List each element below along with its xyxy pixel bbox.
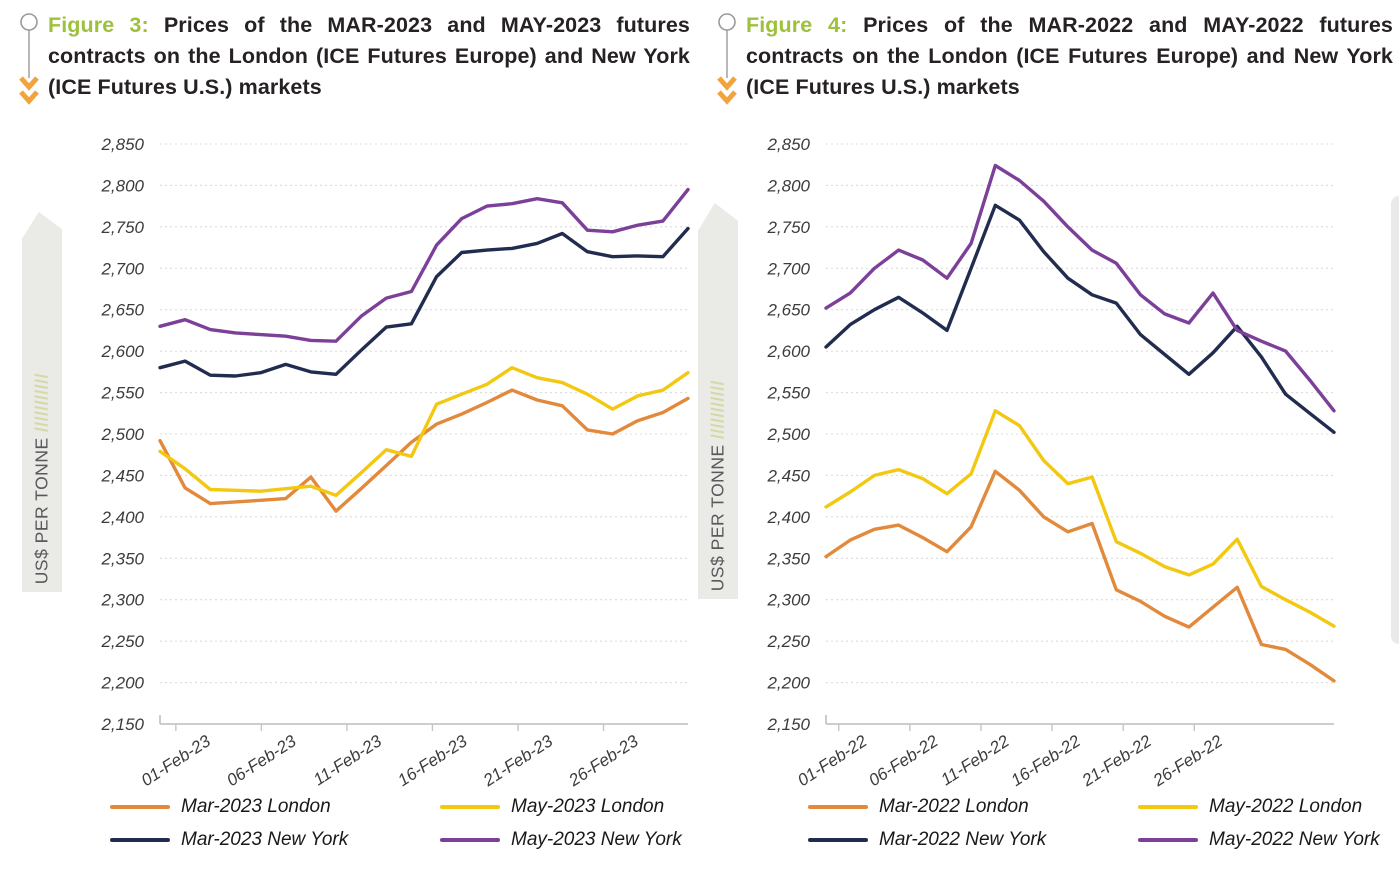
futures-price-chart-2022: 2,150 2,200 2,250 2,300 2,350 2,400 2,450 2,500…: [766, 135, 1336, 791]
flow-marker-icon: [717, 13, 737, 105]
svg-text:11-Feb-23: 11-Feb-23: [310, 731, 386, 789]
svg-text:2,150: 2,150: [100, 715, 144, 734]
svg-text:01-Feb-22: 01-Feb-22: [794, 731, 871, 790]
svg-text:2,600: 2,600: [766, 342, 810, 361]
mar-london-swatch-icon: [110, 805, 170, 809]
svg-text:2,500: 2,500: [766, 425, 810, 444]
svg-text:2,850: 2,850: [100, 135, 144, 154]
figure-3-header: Figure 3: Prices of the MAR-2023 and MAY…: [10, 10, 696, 132]
svg-text:2,150: 2,150: [766, 715, 810, 734]
futures-price-chart-2023: 2,150 2,200 2,250 2,300 2,350 2,400 2,450 2,500…: [100, 135, 690, 791]
svg-text:2,250: 2,250: [766, 632, 810, 651]
svg-text:26-Feb-23: 26-Feb-23: [565, 731, 642, 790]
y-axis-label: US$ PER TONNE ///////////: [31, 372, 52, 584]
legend-label: Mar-2023 London: [181, 796, 331, 817]
legend-item: Mar-2023 New York: [110, 829, 440, 851]
legend-item: May-2022 London: [1138, 796, 1398, 818]
svg-text:2,300: 2,300: [766, 591, 810, 610]
figure-4-header: Figure 4: Prices of the MAR-2022 and MAY…: [708, 10, 1399, 132]
svg-text:2,400: 2,400: [766, 508, 810, 527]
svg-text:2,350: 2,350: [100, 549, 144, 568]
may-newyork-swatch-icon: [440, 838, 500, 842]
svg-text:01-Feb-23: 01-Feb-23: [138, 731, 215, 790]
figure-3-panel: Figure 3: Prices of the MAR-2023 and MAY…: [0, 0, 696, 877]
svg-text:2,550: 2,550: [766, 384, 810, 403]
svg-text:2,300: 2,300: [100, 591, 144, 610]
svg-text:2,550: 2,550: [100, 384, 144, 403]
svg-text:2,700: 2,700: [766, 259, 810, 278]
ribbon-slashes-decor: ///////////: [707, 379, 728, 445]
page-edge-decor: [1391, 196, 1399, 644]
legend-item: May-2022 New York: [1138, 829, 1398, 851]
mar-london-swatch-icon: [808, 805, 868, 809]
svg-text:06-Feb-22: 06-Feb-22: [865, 731, 942, 790]
figure-4-title: Figure 4: Prices of the MAR-2022 and MAY…: [746, 10, 1393, 104]
legend-item: Mar-2023 London: [110, 796, 440, 818]
legend-item: Mar-2022 London: [808, 796, 1138, 818]
svg-text:2,350: 2,350: [766, 549, 810, 568]
legend-label: May-2022 New York: [1209, 829, 1380, 850]
svg-text:2,650: 2,650: [100, 301, 144, 320]
y-axis-label: US$ PER TONNE ///////////: [707, 379, 728, 591]
y-axis-ribbon: US$ PER TONNE ///////////: [698, 203, 738, 599]
figure-3-legend: Mar-2023 London May-2023 London Mar-2023…: [110, 796, 696, 851]
svg-text:2,250: 2,250: [100, 632, 144, 651]
svg-text:21-Feb-22: 21-Feb-22: [1078, 731, 1155, 790]
svg-text:26-Feb-22: 26-Feb-22: [1149, 731, 1226, 790]
legend-item: May-2023 New York: [440, 829, 700, 851]
figure-4-label: Figure 4:: [746, 13, 848, 37]
figure-4-title-text: Prices of the MAR-2022 and MAY-2022 futu…: [746, 13, 1393, 100]
may-newyork-swatch-icon: [1138, 838, 1198, 842]
svg-text:06-Feb-23: 06-Feb-23: [223, 731, 300, 790]
svg-text:2,650: 2,650: [766, 301, 810, 320]
figure-4-legend: Mar-2022 London May-2022 London Mar-2022…: [808, 796, 1399, 851]
svg-text:2,400: 2,400: [100, 508, 144, 527]
legend-item: May-2023 London: [440, 796, 700, 818]
flow-marker-icon: [19, 13, 39, 105]
svg-text:2,850: 2,850: [766, 135, 810, 154]
legend-label: May-2023 London: [511, 796, 665, 817]
svg-text:21-Feb-23: 21-Feb-23: [479, 731, 556, 790]
y-axis-ribbon: US$ PER TONNE ///////////: [22, 212, 62, 592]
svg-text:2,800: 2,800: [766, 176, 810, 195]
figure-3-label: Figure 3:: [48, 13, 149, 37]
figure-4-panel: Figure 4: Prices of the MAR-2022 and MAY…: [696, 0, 1399, 877]
legend-label: May-2022 London: [1209, 796, 1363, 817]
svg-text:2,750: 2,750: [100, 218, 144, 237]
svg-text:2,200: 2,200: [766, 674, 810, 693]
svg-text:2,500: 2,500: [100, 425, 144, 444]
svg-text:11-Feb-22: 11-Feb-22: [937, 731, 1013, 789]
svg-text:2,800: 2,800: [100, 176, 144, 195]
may-london-swatch-icon: [1138, 805, 1198, 809]
svg-text:16-Feb-23: 16-Feb-23: [394, 731, 471, 790]
svg-text:2,450: 2,450: [100, 466, 144, 485]
figure-3-title: Figure 3: Prices of the MAR-2023 and MAY…: [48, 10, 690, 104]
ribbon-slashes-decor: ///////////: [31, 372, 52, 438]
legend-label: Mar-2022 London: [879, 796, 1029, 817]
svg-text:2,200: 2,200: [100, 674, 144, 693]
legend-label: Mar-2022 New York: [879, 829, 1047, 850]
svg-text:2,700: 2,700: [100, 259, 144, 278]
svg-text:2,450: 2,450: [766, 466, 810, 485]
mar-newyork-swatch-icon: [808, 838, 868, 842]
mar-newyork-swatch-icon: [110, 838, 170, 842]
legend-label: Mar-2023 New York: [181, 829, 349, 850]
may-london-swatch-icon: [440, 805, 500, 809]
svg-text:2,750: 2,750: [766, 218, 810, 237]
legend-item: Mar-2022 New York: [808, 829, 1138, 851]
figure-3-title-text: Prices of the MAR-2023 and MAY-2023 futu…: [48, 13, 690, 100]
svg-text:2,600: 2,600: [100, 342, 144, 361]
legend-label: May-2023 New York: [511, 829, 682, 850]
svg-text:16-Feb-22: 16-Feb-22: [1008, 731, 1085, 790]
